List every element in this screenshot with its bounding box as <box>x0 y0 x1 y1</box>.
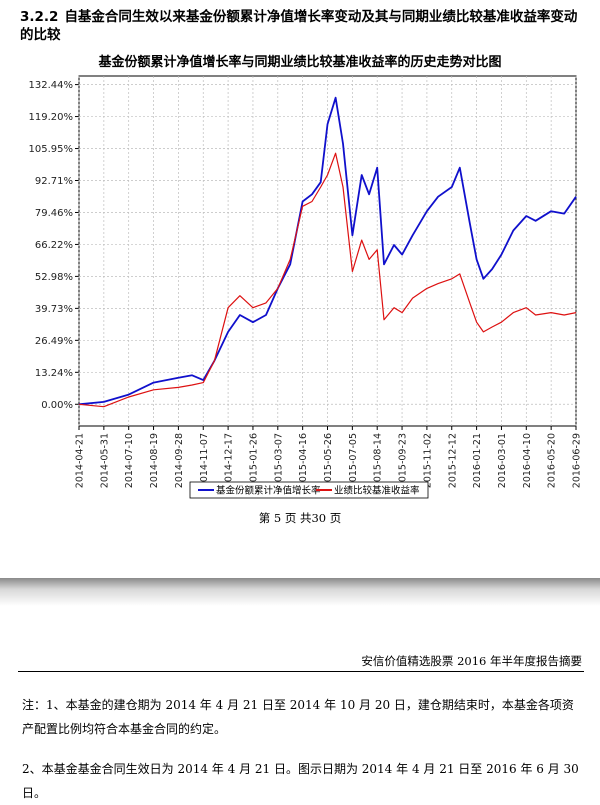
x-tick-label: 2014-04-21 <box>75 433 86 488</box>
legend-box <box>189 481 429 499</box>
x-tick-label: 2015-09-23 <box>398 433 409 488</box>
page-break-band <box>0 578 600 606</box>
x-tick-label: 2014-07-10 <box>124 433 135 488</box>
line-chart: 0.00% 13.24% 26.49% 39.73% 52.98% 66.22% 79.46… <box>29 75 583 499</box>
x-tick-label: 2015-03-07 <box>273 433 284 488</box>
note-2: 2、本基金基金合同生效日为 2014 年 4 月 21 日。图示日期为 2014… <box>22 762 579 800</box>
x-tick-label: 2016-03-01 <box>497 433 508 488</box>
series-line-2 <box>78 152 577 408</box>
x-tick-label: 2016-06-29 <box>572 433 583 488</box>
y-tick-label: 132.44% <box>29 80 74 91</box>
y-tick-label: 52.98% <box>35 272 73 283</box>
y-tick-label: 26.49% <box>35 336 73 347</box>
x-tick-label: 2014-12-17 <box>224 433 235 488</box>
y-tick-label: 0.00% <box>41 400 73 411</box>
y-tick-label: 92.71% <box>35 176 73 187</box>
x-tick-label: 2015-01-26 <box>248 433 259 488</box>
section-heading: 3.2.2 自基金合同生效以来基金份额累计净值增长率变动及其与同期业绩比较基准收益… <box>20 8 590 44</box>
x-tick-label: 2014-11-07 <box>199 433 210 488</box>
x-tick-label: 2015-11-02 <box>422 433 433 488</box>
section-number: 3.2.2 <box>20 9 59 25</box>
y-tick-label: 105.95% <box>29 144 74 155</box>
x-tick-label: 2015-12-12 <box>447 433 458 488</box>
plot-area <box>78 75 577 427</box>
x-tick-label: 2014-05-31 <box>99 433 110 488</box>
legend-label-2: 业绩比较基准收益率 <box>334 485 420 497</box>
y-tick-label: 39.73% <box>35 304 73 315</box>
running-header: 安信价值精选股票 2016 年半年度报告摘要 <box>361 654 582 668</box>
x-tick-label: 2016-04-10 <box>522 433 533 488</box>
x-tick-label: 2014-09-28 <box>174 433 185 488</box>
x-tick-label: 2015-05-26 <box>323 433 334 488</box>
y-tick-label: 66.22% <box>35 240 73 251</box>
page-number: 第 5 页 共30 页 <box>258 511 342 525</box>
x-tick-label: 2015-08-14 <box>373 433 384 488</box>
x-tick-label: 2014-08-19 <box>149 433 160 488</box>
y-tick-label: 79.46% <box>35 208 73 219</box>
x-tick-label: 2015-04-16 <box>298 433 309 488</box>
legend-label-1: 基金份额累计净值增长率 <box>216 485 321 497</box>
note-1: 注：1、本基金的建仓期为 2014 年 4 月 21 日至 2014 年 10 … <box>22 698 574 736</box>
x-tick-label: 2016-01-21 <box>472 433 483 488</box>
y-tick-label: 119.20% <box>29 112 74 123</box>
section-title: 自基金合同生效以来基金份额累计净值增长率变动及其与同期业绩比较基准收益率变动的比… <box>20 9 578 43</box>
header-rule <box>18 671 584 672</box>
y-tick-label: 13.24% <box>35 368 73 379</box>
x-tick-label: 2016-05-20 <box>547 433 558 488</box>
x-tick-label: 2015-07-05 <box>348 433 359 488</box>
chart-title: 基金份额累计净值增长率与同期业绩比较基准收益率的历史走势对比图 <box>98 55 502 70</box>
